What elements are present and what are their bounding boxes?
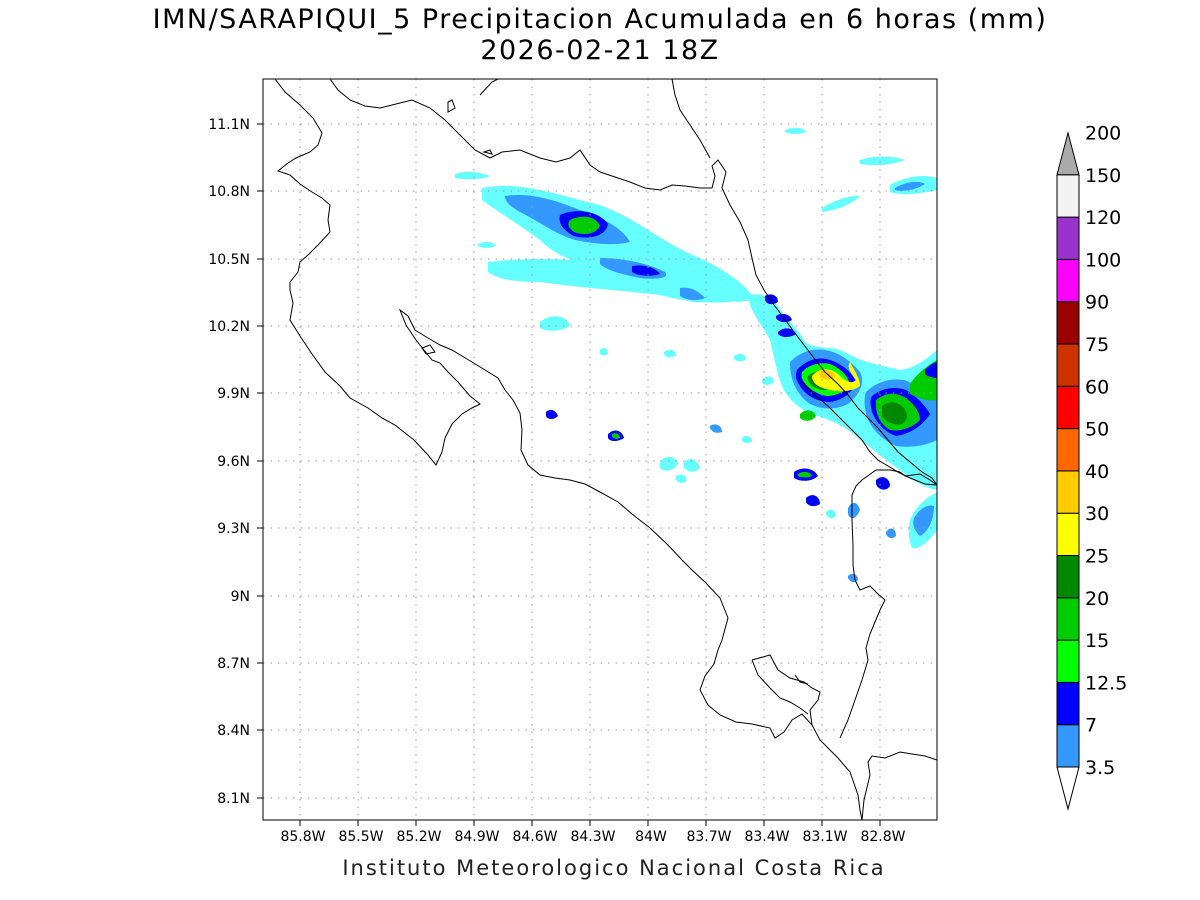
lat-label: 9.9N: [217, 386, 250, 402]
colorbar-level-label: 90: [1085, 292, 1109, 314]
colorbar-swatch: [1056, 258, 1080, 303]
plot-frame: [262, 78, 938, 821]
colorbar-level-label: 50: [1085, 419, 1109, 441]
lon-label: 84.6W: [512, 829, 557, 845]
precipitation-field: [455, 127, 937, 583]
colorbar-swatch: [1056, 343, 1080, 387]
colorbar-level-label: 20: [1085, 588, 1109, 610]
lon-label: 83.1W: [802, 829, 847, 845]
lon-label: 83.7W: [686, 829, 731, 845]
lat-label: 8.4N: [217, 723, 250, 739]
colorbar-level-label: 100: [1085, 249, 1121, 271]
colorbar-swatch: [1056, 724, 1080, 768]
lat-label: 8.7N: [217, 656, 250, 672]
credit-footer: Instituto Meteorologico Nacional Costa R…: [342, 856, 886, 880]
colorbar-level-label: 120: [1085, 207, 1121, 229]
lat-label: 9.3N: [217, 521, 250, 537]
lon-label: 85.2W: [396, 829, 441, 845]
lon-label: 84.3W: [570, 829, 615, 845]
colorbar-swatch: [1056, 470, 1080, 514]
lat-label: 9N: [231, 589, 250, 605]
colorbar-swatch: [1056, 555, 1080, 599]
lon-label: 82.8W: [860, 829, 905, 845]
colorbar-legend: 3.5 7 12.5 15 20 25 30 40 50 60 75 90 100 120 150 200: [1056, 123, 1127, 811]
colorbar-bottom-arrow: [1056, 766, 1080, 811]
lon-label: 83.4W: [744, 829, 789, 845]
colorbar-level-label: 150: [1085, 165, 1121, 187]
longitude-labels: 85.8W 85.5W 85.2W 84.9W 84.6W 84.3W 84W …: [280, 829, 905, 845]
lon-label: 85.8W: [280, 829, 325, 845]
colorbar-swatch: [1056, 174, 1080, 218]
lat-label: 11.1N: [208, 117, 250, 133]
lat-label: 8.1N: [217, 791, 250, 807]
panama-border: [839, 469, 937, 739]
colorbar-level-label: 3.5: [1085, 757, 1115, 779]
tick-marks: [257, 123, 881, 826]
colorbar-swatch: [1056, 512, 1080, 557]
colorbar-level-label: 75: [1085, 334, 1109, 356]
lon-label: 84.9W: [454, 829, 499, 845]
colorbar-level-label: 40: [1085, 461, 1109, 483]
lat-label: 10.8N: [208, 184, 250, 200]
map-title: IMN/SARAPIQUI_5 Precipitacion Acumulada …: [152, 4, 1048, 35]
map-subtitle-datetime: 2026-02-21 18Z: [480, 35, 720, 66]
latitude-labels: 11.1N 10.8N 10.5N 10.2N 9.9N 9.6N 9.3N 9…: [208, 117, 250, 807]
lat-label: 10.2N: [208, 319, 250, 335]
colorbar-level-label: 60: [1085, 376, 1109, 398]
colorbar-level-label: 25: [1085, 546, 1109, 568]
colorbar-swatch: [1056, 428, 1080, 472]
lat-label: 9.6N: [217, 454, 250, 470]
colorbar-swatch: [1056, 639, 1080, 683]
colorbar-level-label: 200: [1085, 123, 1121, 145]
colorbar-swatch: [1056, 597, 1080, 641]
lon-label: 85.5W: [338, 829, 383, 845]
colorbar-level-label: 7: [1085, 715, 1097, 737]
colorbar-swatch: [1056, 385, 1080, 430]
colorbar-top-arrow: [1056, 130, 1080, 176]
colorbar-level-label: 30: [1085, 503, 1109, 525]
lat-label: 10.5N: [208, 252, 250, 268]
colorbar-level-label: 15: [1085, 630, 1109, 652]
colorbar-level-label: 12.5: [1085, 672, 1127, 694]
coastlines: [274, 79, 937, 820]
colorbar-swatch: [1056, 681, 1080, 726]
colorbar-swatch: [1056, 301, 1080, 345]
graticule: [263, 79, 937, 820]
colorbar-swatch: [1056, 216, 1080, 260]
lon-label: 84W: [635, 829, 667, 845]
